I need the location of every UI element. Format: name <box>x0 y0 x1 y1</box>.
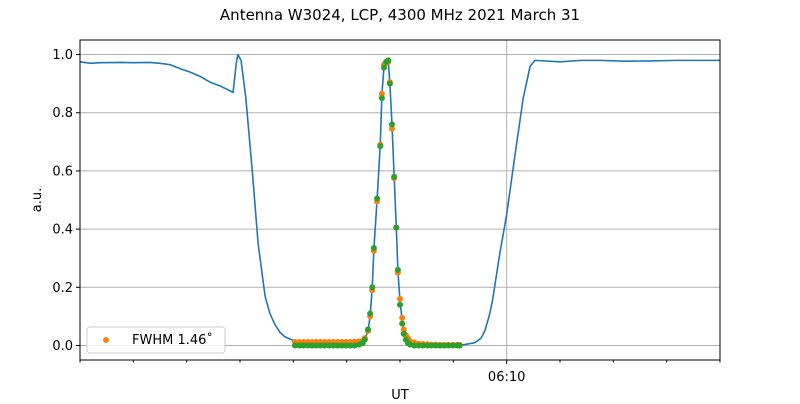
data-point-fit <box>449 342 456 349</box>
data-point-fit <box>378 95 385 102</box>
x-tick-label: 06:10 <box>488 370 525 385</box>
data-point-fit <box>374 195 381 202</box>
data-point-fit <box>300 342 307 349</box>
data-point-fit <box>432 342 439 349</box>
data-point-fit <box>428 342 435 349</box>
data-point-fit <box>445 342 452 349</box>
data-point-fit <box>369 284 376 291</box>
legend-marker-fwhm <box>103 337 109 343</box>
chart-title: Antenna W3024, LCP, 4300 MHz 2021 March … <box>220 6 580 24</box>
data-point-fwhm <box>397 295 403 302</box>
data-point-fwhm <box>378 90 385 97</box>
y-tick-label: 0.2 <box>52 281 73 296</box>
legend-label-fwhm: FWHM 1.46˚ <box>132 332 213 348</box>
data-point-fit <box>367 310 374 317</box>
data-point-fit <box>347 342 354 349</box>
data-point-fit <box>370 245 377 251</box>
data-point-fit <box>365 326 371 333</box>
data-point-fit <box>385 57 392 64</box>
legend: FWHM 1.46˚ <box>86 326 226 354</box>
y-tick-label: 0.8 <box>52 106 73 121</box>
y-tick-label: 0.6 <box>52 164 73 179</box>
x-axis-label: UT <box>391 388 409 400</box>
ticks: 0.0 0.2 0.4 0.6 0.8 1.0 06:10 <box>52 48 721 385</box>
data-point-fit <box>393 224 400 231</box>
y-tick-label: 0.4 <box>52 223 73 238</box>
data-point-fit <box>377 143 384 150</box>
data-point-fit <box>415 342 422 349</box>
data-point-fit <box>291 342 298 349</box>
data-point-fit <box>394 266 401 273</box>
y-tick-label: 0.0 <box>52 339 73 354</box>
y-tick-label: 1.0 <box>52 48 73 63</box>
data-point-fit <box>313 342 320 349</box>
data-point-fit <box>456 342 463 349</box>
data-point-fit <box>381 64 387 71</box>
data-point-fit <box>437 342 443 349</box>
data-point-fit <box>391 173 398 180</box>
grid <box>80 40 720 360</box>
data-point-fit <box>361 336 368 343</box>
data-point-fit <box>330 342 337 349</box>
data-point-fit <box>309 342 315 349</box>
data-point-fit <box>389 121 395 128</box>
data-point-fit <box>334 342 341 349</box>
data-point-fit <box>397 301 403 308</box>
data-point-fit <box>424 342 431 349</box>
y-axis-label: a.u. <box>30 188 45 212</box>
data-point-fit <box>400 330 407 337</box>
data-point-fit <box>321 342 328 349</box>
data-point-fit <box>317 342 324 349</box>
data-point-fit <box>338 342 345 349</box>
axes-frame <box>79 39 721 361</box>
data-point-fwhm <box>400 326 407 333</box>
data-point-fwhm <box>399 314 406 321</box>
data-point-fit <box>399 320 406 327</box>
data-point-fit <box>296 342 303 349</box>
data-point-fwhm <box>389 125 395 132</box>
data-point-fit <box>411 342 418 349</box>
data-point-fit <box>419 342 426 349</box>
data-point-fit <box>326 342 333 349</box>
plot-area <box>79 53 720 349</box>
data-point-fit <box>441 342 448 349</box>
data-point-fit <box>343 342 350 349</box>
data-point-fit <box>304 342 311 349</box>
data-point-fit <box>386 80 393 87</box>
